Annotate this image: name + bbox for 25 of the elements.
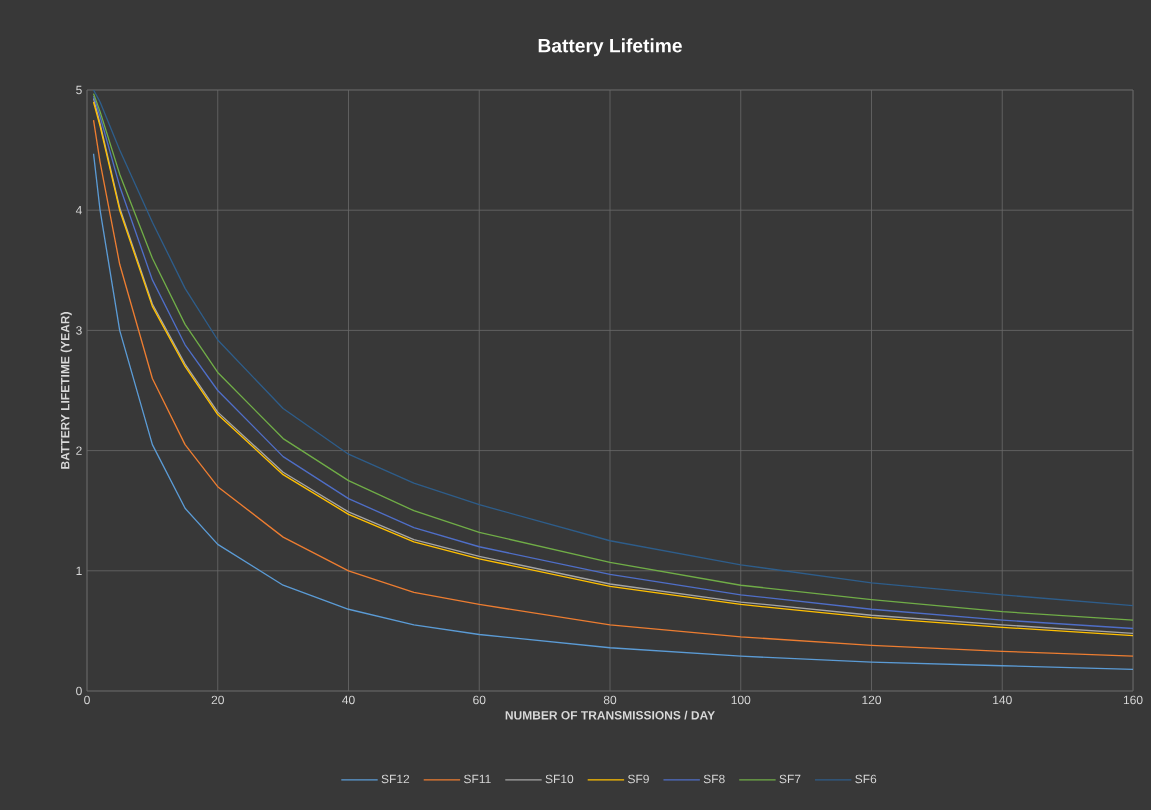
y-tick-label: 3	[76, 326, 82, 335]
y-tick-label: 5	[76, 85, 82, 95]
x-tick-label: 0	[84, 695, 90, 705]
x-tick-label: 20	[211, 695, 224, 705]
y-axis-title: BATTERY LIFETIME (YEAR)	[60, 312, 72, 469]
y-tick-label: 0	[76, 686, 82, 696]
x-tick-label: 160	[1123, 695, 1143, 705]
legend-label: SF12	[381, 774, 410, 784]
x-tick-label: 120	[862, 695, 882, 705]
legend-label: SF6	[855, 774, 877, 784]
legend-label: SF7	[779, 774, 801, 784]
x-tick-label: 80	[603, 695, 617, 705]
legend-label: SF10	[545, 774, 574, 784]
x-axis-title: NUMBER OF TRANSMISSIONS / DAY	[505, 710, 715, 720]
x-tick-label: 140	[993, 695, 1012, 705]
legend-label: SF11	[464, 774, 491, 784]
legend-label: SF9	[627, 774, 649, 784]
x-tick-label: 100	[731, 695, 751, 705]
chart-title: Battery Lifetime	[538, 38, 682, 57]
y-tick-label: 1	[76, 566, 82, 575]
y-tick-label: 4	[75, 206, 82, 215]
x-tick-label: 40	[342, 695, 355, 705]
x-tick-label: 60	[473, 695, 486, 705]
y-tick-label: 2	[76, 446, 82, 455]
legend-label: SF8	[703, 774, 725, 784]
